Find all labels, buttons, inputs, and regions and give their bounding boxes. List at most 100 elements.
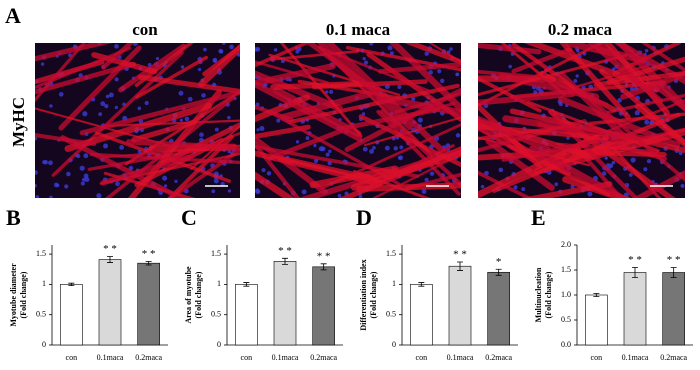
myotube <box>507 144 611 197</box>
error-bar <box>457 261 463 271</box>
nucleus <box>105 94 110 99</box>
y-axis-label: Multinucleation <box>534 267 543 322</box>
nucleus <box>634 110 640 116</box>
nucleus <box>587 191 593 197</box>
nucleus <box>103 143 109 149</box>
nucleus <box>361 112 366 116</box>
nucleus <box>643 167 648 172</box>
nucleus <box>455 133 461 138</box>
y-axis-label: (Fold change) <box>19 271 28 318</box>
nucleus <box>201 93 206 98</box>
micrograph <box>478 43 685 198</box>
nucleus <box>521 187 526 192</box>
bar <box>60 284 83 346</box>
nucleus <box>644 119 650 125</box>
nucleus <box>35 183 37 188</box>
myotube <box>35 43 87 103</box>
nucleus <box>80 181 85 186</box>
nucleus <box>100 101 106 107</box>
nucleus <box>480 184 485 189</box>
micrograph <box>255 43 461 198</box>
nucleus <box>227 115 231 120</box>
nucleus <box>295 49 300 54</box>
myotube <box>539 76 609 106</box>
myotube <box>125 139 240 151</box>
nucleus <box>184 116 190 122</box>
x-tick-label: 0.1maca <box>447 353 474 362</box>
nucleus <box>566 136 570 140</box>
myotube <box>35 46 132 90</box>
nucleus <box>42 160 47 164</box>
nucleus <box>114 44 119 49</box>
bar <box>662 272 685 346</box>
y-tick-label: 1.5 <box>211 249 221 258</box>
nucleus <box>440 78 445 84</box>
myotube <box>511 43 588 99</box>
nucleus <box>137 106 142 111</box>
column-title: con <box>132 20 158 39</box>
nucleus <box>229 44 234 50</box>
nucleus <box>358 194 363 198</box>
significance: * * <box>278 245 292 257</box>
nucleus <box>630 157 636 163</box>
nucleus <box>393 146 398 151</box>
nucleus <box>114 77 119 82</box>
y-axis-label: (Fold change) <box>544 271 553 318</box>
myotube <box>344 87 461 153</box>
nucleus <box>203 47 207 52</box>
nucleus <box>301 189 307 195</box>
nucleus <box>178 90 184 96</box>
bar <box>623 272 647 346</box>
y-tick-label: 0.5 <box>36 310 46 319</box>
nucleus <box>180 65 185 69</box>
nucleus <box>115 181 120 187</box>
nucleus <box>266 171 272 176</box>
nucleus <box>53 182 59 188</box>
nucleus <box>313 143 317 148</box>
nucleus <box>449 47 453 51</box>
x-tick-label: 0.1maca <box>272 353 299 362</box>
myotube <box>60 135 187 198</box>
x-tick-label: con <box>416 353 428 362</box>
myotube <box>377 62 461 74</box>
significance: * * <box>317 250 331 262</box>
error-bar <box>670 267 677 278</box>
myotube <box>104 95 236 198</box>
nucleus <box>362 146 368 152</box>
myotube <box>134 43 194 87</box>
y-axis-label: (Fold change) <box>194 271 203 318</box>
error-bar <box>145 260 152 266</box>
nucleus <box>644 49 649 53</box>
nucleus <box>513 185 518 190</box>
bar <box>98 259 122 346</box>
bar <box>235 284 258 346</box>
nucleus <box>508 64 512 69</box>
nucleus <box>82 111 88 117</box>
nucleus <box>498 167 504 173</box>
nucleus <box>132 43 138 46</box>
myotube <box>35 43 113 62</box>
nucleus <box>104 103 109 109</box>
panel-label: E <box>531 205 546 230</box>
nucleus <box>680 183 685 189</box>
myotube <box>478 91 576 106</box>
myotube <box>35 107 170 147</box>
myotube <box>162 131 240 164</box>
significance: * * <box>142 248 156 260</box>
myotube <box>255 94 311 123</box>
nucleus <box>187 96 193 102</box>
nucleus <box>227 189 232 193</box>
nucleus <box>220 181 225 187</box>
nucleus <box>325 152 330 157</box>
bar <box>137 262 160 346</box>
myotube <box>35 61 137 95</box>
myotube <box>641 43 685 73</box>
myotube <box>255 70 343 112</box>
y-tick-label: 0 <box>217 340 221 349</box>
y-tick-label: 1 <box>217 279 221 288</box>
myotube <box>533 128 685 175</box>
myotube <box>79 89 240 136</box>
myotube <box>255 43 311 68</box>
nucleus <box>337 193 342 198</box>
